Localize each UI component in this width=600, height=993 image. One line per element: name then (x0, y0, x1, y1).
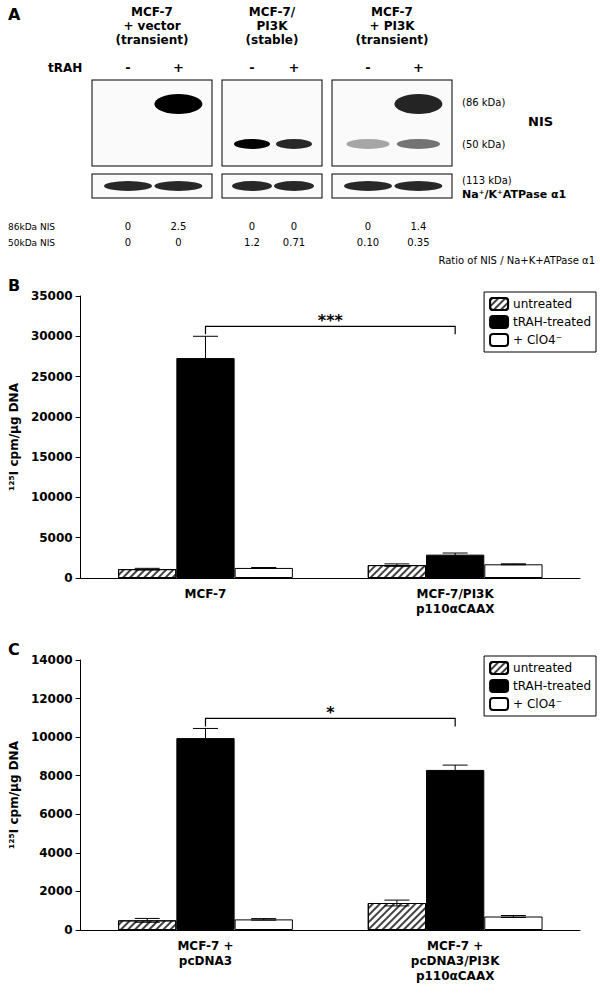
svg-text:MCF-7: MCF-7 (371, 5, 413, 19)
svg-text:tRAH-treated: tRAH-treated (513, 315, 591, 329)
svg-text:untreated: untreated (513, 297, 572, 311)
svg-text:35000: 35000 (31, 289, 73, 303)
svg-text:+: + (173, 60, 184, 75)
svg-text:-: - (249, 60, 254, 75)
svg-text:8000: 8000 (39, 769, 72, 783)
svg-text:5000: 5000 (39, 531, 72, 545)
svg-text:14000: 14000 (31, 653, 73, 667)
svg-text:tRAH-treated: tRAH-treated (513, 679, 591, 693)
svg-text:0.10: 0.10 (357, 237, 379, 248)
svg-text:25000: 25000 (31, 370, 73, 384)
svg-text:+: + (413, 60, 424, 75)
svg-text:1.2: 1.2 (244, 237, 260, 248)
svg-text:0: 0 (125, 237, 131, 248)
svg-text:untreated: untreated (513, 661, 572, 675)
svg-text:0: 0 (249, 221, 255, 232)
svg-text:MCF-7 +: MCF-7 + (427, 939, 483, 953)
svg-text:6000: 6000 (39, 807, 72, 821)
svg-text:0: 0 (125, 221, 131, 232)
svg-text:(113 kDa): (113 kDa) (462, 175, 512, 186)
svg-text:Ratio of NIS / Na+K+ATPase α1: Ratio of NIS / Na+K+ATPase α1 (439, 255, 595, 266)
svg-text:50kDa NIS: 50kDa NIS (8, 238, 55, 248)
svg-text:0: 0 (175, 237, 181, 248)
html-text:C: C (8, 640, 20, 659)
svg-text:MCF-7/: MCF-7/ (249, 5, 296, 19)
svg-text:p110αCAAX: p110αCAAX (416, 969, 495, 983)
svg-text:+ ClO4⁻: + ClO4⁻ (513, 333, 562, 347)
svg-text:(transient): (transient) (356, 33, 429, 47)
svg-text:MCF-7: MCF-7 (185, 587, 227, 601)
svg-text:(transient): (transient) (116, 33, 189, 47)
svg-text:0.71: 0.71 (283, 237, 305, 248)
svg-text:-: - (125, 60, 130, 75)
svg-text:0: 0 (365, 221, 371, 232)
svg-text:10000: 10000 (31, 490, 73, 504)
svg-text:NIS: NIS (528, 114, 553, 129)
svg-text:(86 kDa): (86 kDa) (462, 97, 505, 108)
svg-text:*: * (326, 703, 335, 722)
svg-text:30000: 30000 (31, 329, 73, 343)
svg-text:Na⁺/K⁺ATPase α1: Na⁺/K⁺ATPase α1 (462, 188, 566, 201)
svg-text:MCF-7: MCF-7 (131, 5, 173, 19)
svg-text:15000: 15000 (31, 450, 73, 464)
svg-text:p110αCAAX: p110αCAAX (416, 602, 495, 616)
svg-text:0: 0 (291, 221, 297, 232)
svg-text:+: + (289, 60, 300, 75)
svg-text:0: 0 (64, 571, 72, 585)
svg-text:2000: 2000 (39, 884, 72, 898)
svg-text:-: - (365, 60, 370, 75)
svg-text:+ ClO4⁻: + ClO4⁻ (513, 697, 562, 711)
svg-text:0.35: 0.35 (407, 237, 429, 248)
svg-text:***: *** (318, 311, 344, 330)
svg-text:tRAH: tRAH (48, 61, 82, 75)
svg-text:4000: 4000 (39, 846, 72, 860)
svg-text:(stable): (stable) (246, 33, 299, 47)
svg-text:pcDNA3/PI3K: pcDNA3/PI3K (411, 954, 500, 968)
svg-text:¹²⁵I cpm/µg DNA: ¹²⁵I cpm/µg DNA (7, 740, 21, 849)
svg-text:+ PI3K: + PI3K (369, 19, 415, 33)
svg-text:MCF-7/PI3K: MCF-7/PI3K (417, 587, 495, 601)
svg-text:MCF-7 +: MCF-7 + (177, 939, 233, 953)
svg-text:12000: 12000 (31, 692, 73, 706)
svg-text:20000: 20000 (31, 410, 73, 424)
html-text:B: B (8, 276, 21, 295)
svg-text:A: A (8, 5, 21, 24)
svg-text:(50 kDa): (50 kDa) (462, 139, 505, 150)
svg-text:0: 0 (64, 923, 72, 937)
svg-text:pcDNA3: pcDNA3 (179, 954, 232, 968)
svg-text:+ vector: + vector (123, 19, 180, 33)
svg-text:1.4: 1.4 (410, 221, 426, 232)
svg-text:¹²⁵I cpm/µg DNA: ¹²⁵I cpm/µg DNA (7, 382, 21, 491)
svg-text:86kDa NIS: 86kDa NIS (8, 222, 55, 232)
svg-text:10000: 10000 (31, 730, 73, 744)
svg-text:2.5: 2.5 (170, 221, 186, 232)
svg-text:PI3K: PI3K (257, 19, 289, 33)
